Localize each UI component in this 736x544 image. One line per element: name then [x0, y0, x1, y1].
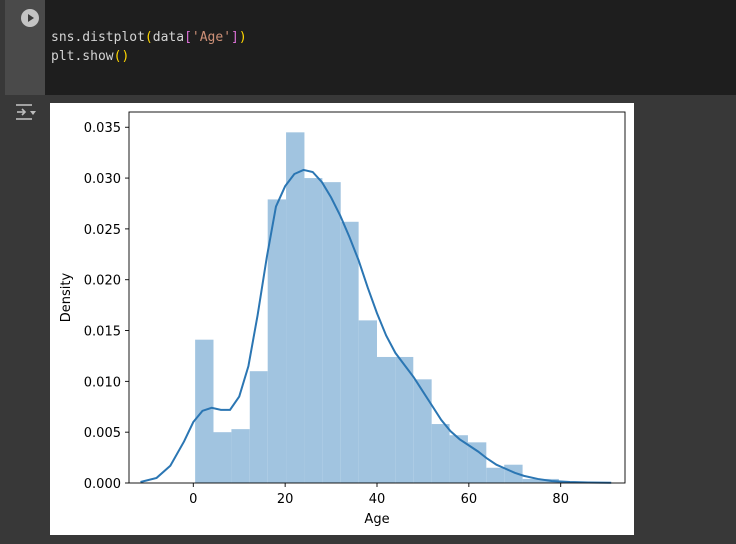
code-parens: ()	[113, 49, 130, 64]
histogram-bar-2	[231, 429, 250, 483]
histogram-bar-5	[286, 132, 305, 483]
histogram-bar-12	[413, 379, 432, 483]
x-axis-label: Age	[364, 512, 389, 527]
x-tick-label: 60	[461, 492, 478, 507]
x-tick-label: 80	[552, 492, 569, 507]
y-tick-label: 0.000	[84, 477, 121, 492]
histogram-bar-14	[449, 435, 468, 483]
code-editor[interactable]: sns.distplot(data['Age']) plt.show()	[45, 0, 736, 95]
output-toggle-glyph	[16, 104, 36, 120]
play-circle-icon[interactable]	[21, 9, 39, 27]
code-line-1: sns.distplot(data['Age'])	[51, 30, 247, 46]
histogram-bar-8	[340, 221, 359, 484]
histogram-bar-7	[322, 182, 341, 483]
kde-line	[140, 168, 612, 484]
code-arg: data	[152, 30, 185, 45]
code-call: plt.show	[51, 49, 114, 64]
histogram-bar-9	[358, 320, 377, 483]
histogram-bar-10	[377, 356, 396, 483]
code-bracket-close: ]	[231, 30, 239, 45]
x-axis-ticks: 0 20 40 60 80	[189, 483, 569, 507]
histogram-bar-6	[304, 178, 323, 484]
histogram-bar-11	[395, 356, 414, 483]
run-area	[5, 0, 45, 95]
play-glyph	[28, 14, 34, 22]
distplot-chart: 0 20 40 60 80 0.000 0.005 0.010 0.015 0.020 0.025…	[59, 111, 626, 527]
code-string: 'Age'	[191, 30, 232, 45]
histogram-bar-1	[213, 432, 232, 483]
code-call: sns.distplot	[51, 30, 145, 45]
y-tick-label: 0.010	[84, 375, 121, 390]
code-bracket-open: [	[184, 30, 192, 45]
histogram-bar-3	[249, 371, 268, 483]
y-tick-label: 0.005	[84, 426, 121, 441]
y-tick-label: 0.025	[84, 223, 121, 238]
histogram-bar-0	[195, 339, 214, 483]
code-paren-open: (	[144, 30, 153, 45]
x-tick-label: 0	[189, 492, 197, 507]
y-tick-label: 0.020	[84, 274, 121, 289]
histogram-bar-15	[467, 442, 487, 483]
histogram-bar-16	[486, 467, 505, 483]
histogram-bars	[195, 132, 559, 484]
y-axis-label: Density	[59, 272, 74, 322]
y-tick-label: 0.030	[84, 172, 121, 187]
histogram-bar-18	[522, 478, 541, 483]
x-tick-label: 40	[369, 492, 386, 507]
x-tick-label: 20	[277, 492, 294, 507]
code-paren-close: )	[238, 30, 247, 45]
y-tick-label: 0.015	[84, 325, 121, 340]
cell-output: 0 20 40 60 80 0.000 0.005 0.010 0.015 0.020 0.025…	[50, 103, 634, 535]
y-tick-label: 0.035	[84, 121, 121, 136]
histogram-bar-4	[267, 199, 287, 483]
y-axis-ticks: 0.000 0.005 0.010 0.015 0.020 0.025 0.030 0.035	[84, 121, 129, 492]
histogram-bar-13	[431, 424, 450, 483]
output-collapse-icon[interactable]	[15, 103, 37, 121]
code-line-2: plt.show()	[51, 49, 129, 65]
